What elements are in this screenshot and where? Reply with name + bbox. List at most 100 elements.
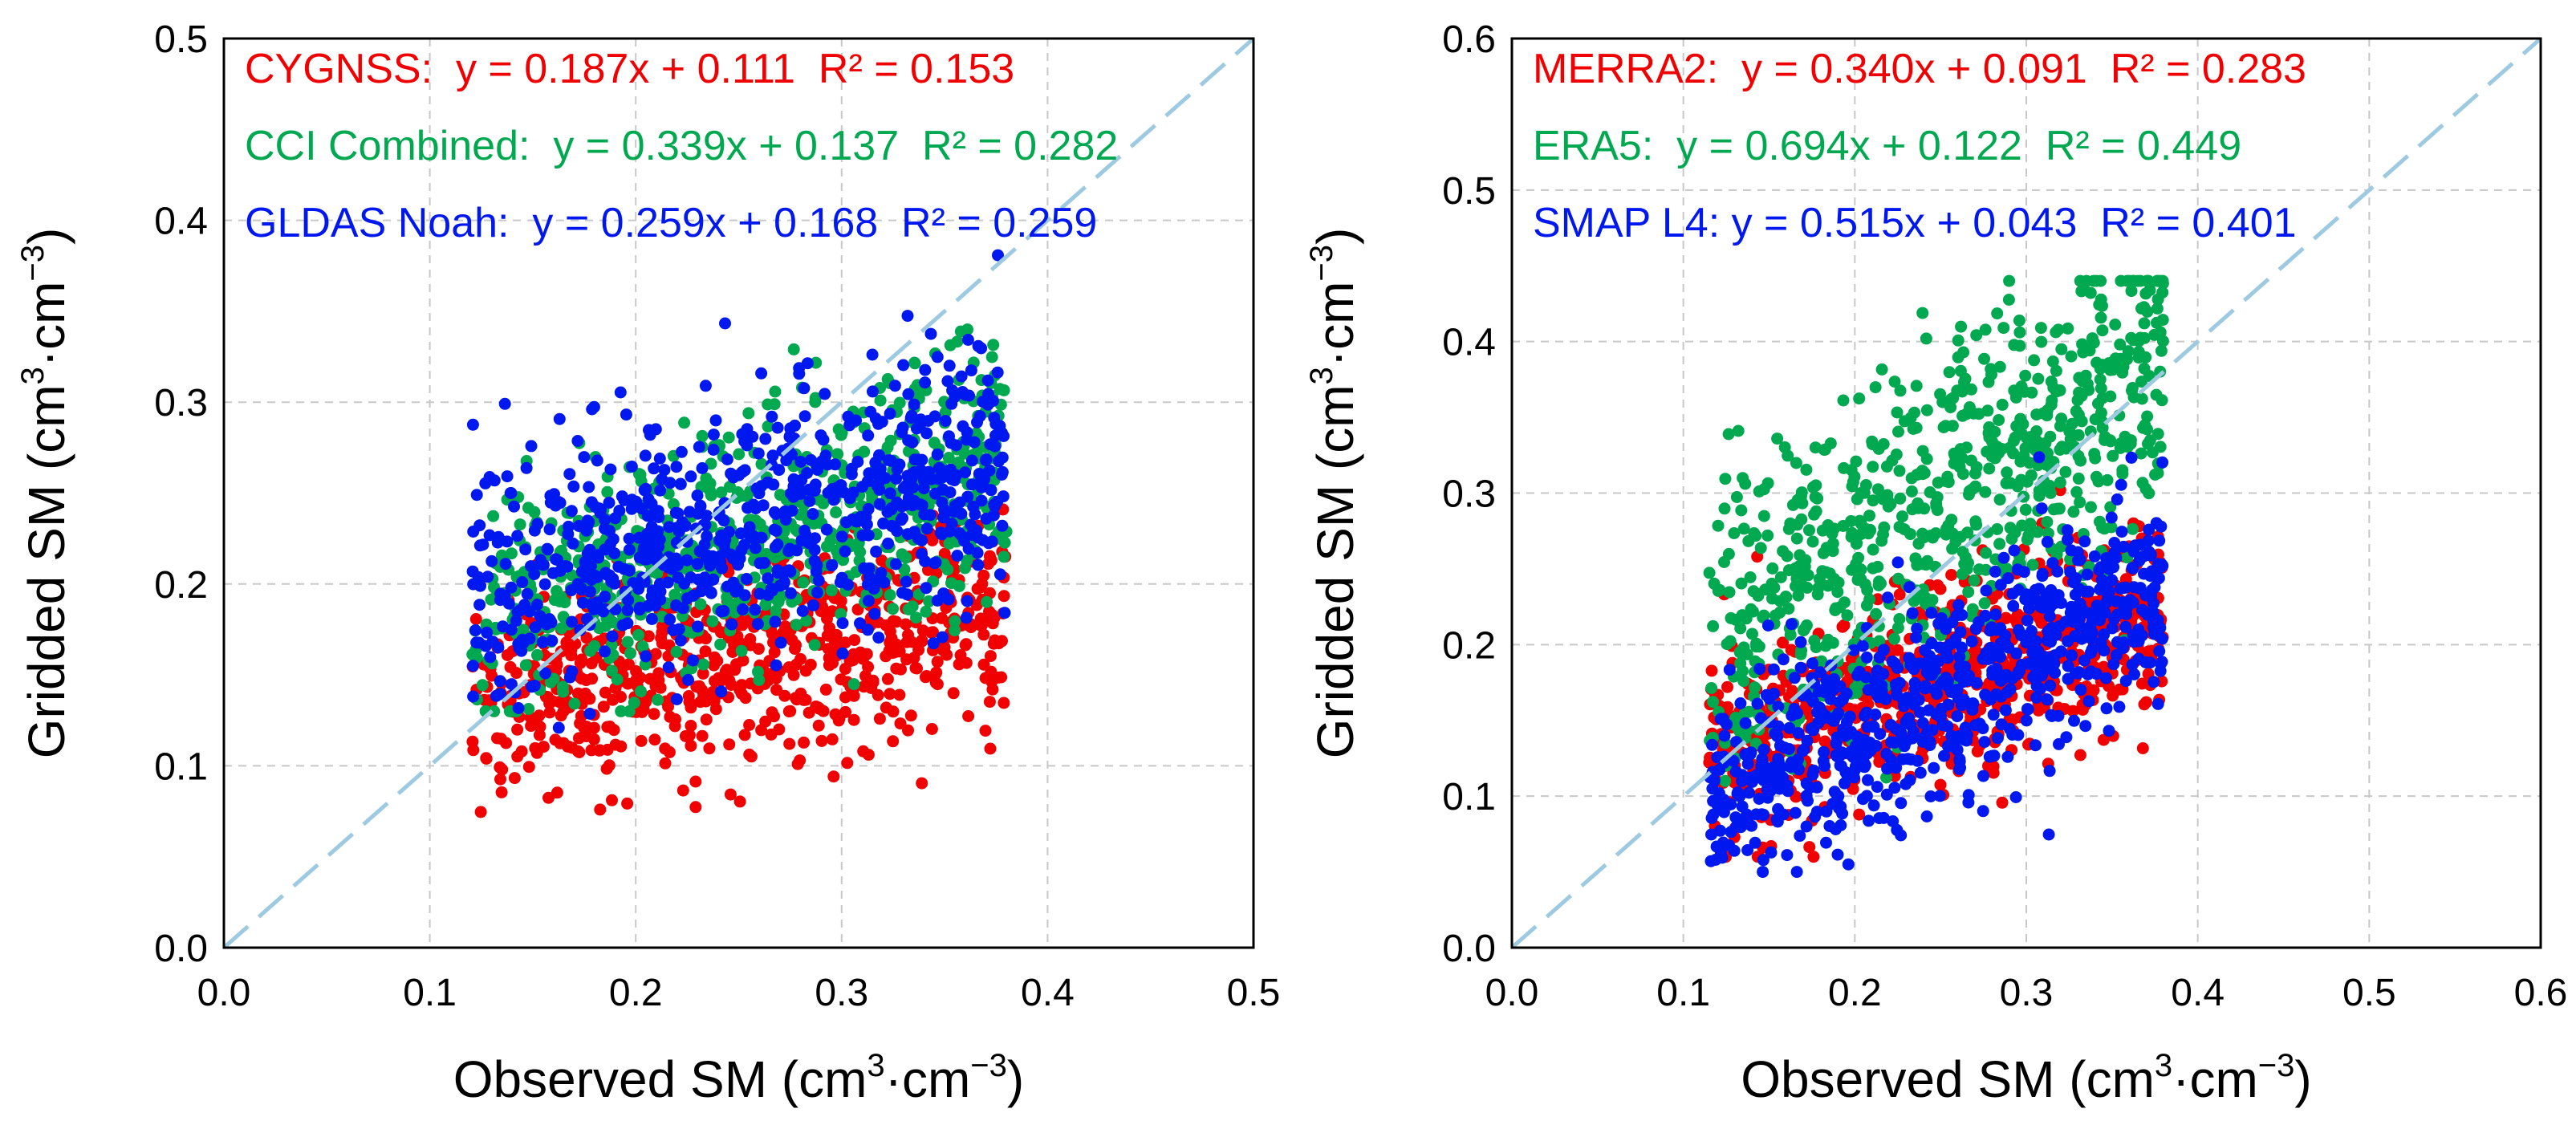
data-point xyxy=(1958,558,1971,571)
data-point xyxy=(1996,796,2009,809)
data-point xyxy=(1938,642,1951,655)
data-point xyxy=(1941,470,1954,483)
data-point xyxy=(473,599,486,611)
data-point xyxy=(1721,680,1733,693)
data-point xyxy=(1888,632,1900,645)
data-point xyxy=(1737,472,1749,485)
data-point xyxy=(687,654,699,667)
data-point xyxy=(762,398,774,411)
data-point xyxy=(2138,331,2151,344)
data-point xyxy=(790,619,802,632)
data-point xyxy=(512,702,525,714)
data-point xyxy=(583,708,596,720)
data-point xyxy=(1891,406,1904,419)
data-point xyxy=(1707,619,1720,632)
data-point xyxy=(2064,433,2077,445)
data-point xyxy=(735,544,748,557)
data-point xyxy=(536,636,549,648)
data-point xyxy=(872,632,885,644)
data-point xyxy=(1888,782,1901,794)
data-point xyxy=(2127,636,2140,648)
data-point xyxy=(585,496,598,509)
data-point xyxy=(1816,524,1829,537)
data-point xyxy=(1904,528,1916,541)
data-point xyxy=(2074,454,2087,467)
data-point xyxy=(2116,366,2129,379)
data-point xyxy=(1750,637,1762,650)
data-point xyxy=(977,628,990,641)
data-point xyxy=(847,713,860,726)
data-point xyxy=(1932,476,1944,489)
data-point xyxy=(568,697,581,710)
data-point xyxy=(1800,820,1813,833)
data-point xyxy=(1830,823,1842,835)
data-point xyxy=(1707,808,1720,821)
data-point xyxy=(2126,562,2139,575)
data-point xyxy=(575,653,588,666)
data-point xyxy=(1810,505,1822,518)
data-point xyxy=(762,420,774,433)
data-point xyxy=(1746,627,1758,640)
data-point xyxy=(2043,480,2056,492)
data-point xyxy=(783,737,796,750)
data-point xyxy=(908,356,921,369)
data-point xyxy=(586,403,599,416)
data-point xyxy=(2136,477,2149,489)
y-tick-label: 0.3 xyxy=(1442,473,1496,516)
data-point xyxy=(1908,595,1920,607)
data-point xyxy=(1916,558,1929,571)
data-point xyxy=(533,729,546,741)
data-point xyxy=(904,709,917,722)
data-point xyxy=(1941,740,1954,753)
data-point xyxy=(1810,781,1823,794)
data-point xyxy=(847,486,859,499)
data-point xyxy=(694,598,707,611)
data-point xyxy=(831,481,843,494)
data-point xyxy=(839,705,851,718)
data-point xyxy=(1993,360,2006,373)
data-point xyxy=(2053,502,2066,515)
data-point xyxy=(2135,302,2147,315)
data-point xyxy=(1824,684,1837,697)
data-point xyxy=(762,588,774,601)
data-point xyxy=(767,478,780,491)
data-point xyxy=(847,678,860,691)
data-point xyxy=(2143,546,2155,558)
data-point xyxy=(902,724,914,737)
data-point xyxy=(2128,668,2140,680)
data-point xyxy=(774,579,786,592)
data-point xyxy=(609,738,622,751)
data-point xyxy=(511,530,524,542)
data-point xyxy=(2034,322,2047,335)
data-point xyxy=(770,659,782,672)
data-point xyxy=(808,554,821,567)
data-point xyxy=(481,626,494,639)
data-point xyxy=(1834,680,1847,692)
data-point xyxy=(1847,644,1860,656)
data-point xyxy=(945,577,957,590)
data-point xyxy=(2127,522,2139,535)
data-point xyxy=(543,523,556,536)
data-point xyxy=(1820,836,1832,849)
data-point xyxy=(621,797,634,810)
data-point xyxy=(766,410,778,423)
data-point xyxy=(678,416,691,429)
data-point xyxy=(916,499,928,512)
data-point xyxy=(768,506,781,518)
data-point xyxy=(652,693,664,706)
data-point xyxy=(821,629,834,642)
data-point xyxy=(662,661,675,674)
data-point xyxy=(2134,274,2147,287)
data-point xyxy=(1978,352,1990,365)
data-point xyxy=(751,618,764,631)
data-point xyxy=(546,635,559,647)
data-point xyxy=(1794,830,1806,843)
data-point xyxy=(2153,645,2166,657)
data-point xyxy=(1981,653,1994,665)
data-point xyxy=(522,703,535,715)
data-point xyxy=(670,645,683,658)
data-point xyxy=(866,348,879,361)
data-point xyxy=(1969,481,1982,493)
data-point xyxy=(2020,714,2033,727)
data-point xyxy=(743,719,756,731)
